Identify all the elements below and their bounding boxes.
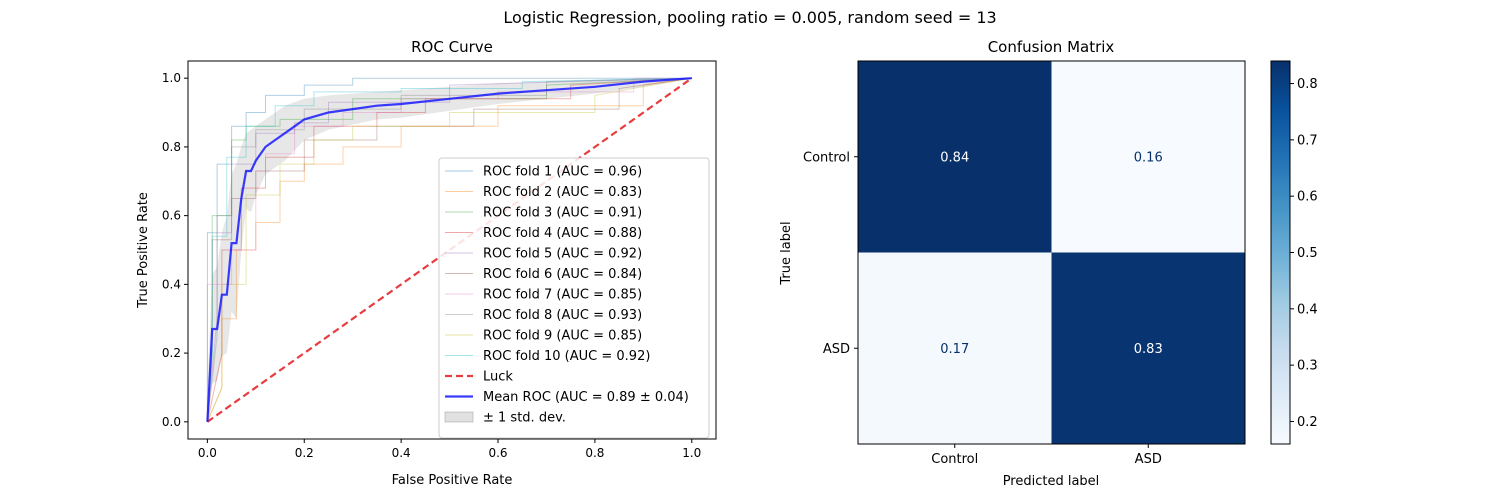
roc-x-tick-label: 0.4: [392, 446, 411, 460]
roc-fold-3-line: [206, 77, 692, 422]
cm-x-axis-label: Predicted label: [1003, 474, 1100, 489]
cm-cell-value: 0.84: [940, 150, 969, 165]
legend-entry-label: ROC fold 6 (AUC = 0.84): [483, 267, 642, 282]
colorbar-tick-label: 0.8: [1297, 77, 1318, 92]
roc-y-tick-label: 1.0: [162, 71, 181, 85]
legend-entry-label: ROC fold 8 (AUC = 0.93): [483, 308, 642, 323]
roc-fold-10-line: [206, 77, 692, 422]
colorbar-tick-label: 0.5: [1297, 246, 1318, 261]
colorbar-tick-label: 0.4: [1297, 302, 1318, 317]
colorbar: [1270, 60, 1291, 445]
roc-fold-9-line: [206, 77, 692, 422]
legend-swatch: [444, 411, 474, 423]
cm-y-tick-label: ASD: [823, 342, 850, 357]
roc-x-axis-label: False Positive Rate: [392, 473, 513, 488]
roc-x-tick-label: 0.6: [488, 446, 507, 460]
colorbar-tick-label: 0.6: [1297, 190, 1318, 205]
roc-title: ROC Curve: [411, 38, 493, 56]
roc-x-tick-label: 0.0: [198, 446, 217, 460]
legend-entry-label: ROC fold 3 (AUC = 0.91): [483, 206, 642, 221]
roc-fold-8-line: [206, 77, 692, 422]
roc-fold-1-line: [206, 77, 692, 422]
roc-ticks: 0.0 0.2 0.4 0.6 0.8 1.0 0.0 0.2 0.4 0.6 0.8 1.0: [162, 71, 701, 460]
roc-fold-6-line: [206, 77, 692, 422]
roc-y-tick-label: 0.2: [162, 346, 181, 360]
legend-entry-label: ROC fold 10 (AUC = 0.92): [483, 349, 650, 364]
colorbar-tick-label: 0.7: [1297, 133, 1318, 148]
legend-entry-label: ROC fold 7 (AUC = 0.85): [483, 288, 642, 303]
cm-title: Confusion Matrix: [988, 38, 1115, 56]
roc-x-tick-label: 1.0: [682, 446, 701, 460]
cm-cells: 0.84 0.16 0.17 0.83: [858, 61, 1245, 444]
cm-cell: [858, 252, 1052, 444]
roc-x-tick-label: 0.8: [585, 446, 604, 460]
cm-cell: [858, 61, 1052, 253]
legend-entry-label: Mean ROC (AUC = 0.89 ± 0.04): [483, 390, 689, 405]
figure-suptitle: Logistic Regression, pooling ratio = 0.0…: [503, 8, 996, 27]
roc-x-tick-label: 0.2: [295, 446, 314, 460]
roc-legend: ROC fold 1 (AUC = 0.96) ROC fold 2 (AUC =…: [438, 157, 710, 439]
cm-x-tick-label: Control: [931, 452, 978, 467]
cm-cell: [1051, 61, 1245, 253]
confusion-matrix-panel: Confusion Matrix 0.84 0.16 0.17 0.83 Contro…: [779, 38, 1318, 489]
legend-entry-label: Luck: [483, 370, 513, 385]
roc-y-tick-label: 0.6: [162, 209, 181, 223]
roc-y-tick-label: 0.4: [162, 277, 181, 291]
roc-curve-panel: ROC Curve 0.0 0.2 0.4 0.6 0.8 1.0 0.0 0.2 0.4 0.6…: [136, 38, 717, 488]
roc-y-tick-label: 0.8: [162, 140, 181, 154]
colorbar-tick-label: 0.2: [1297, 415, 1318, 430]
legend-entry-label: ROC fold 5 (AUC = 0.92): [483, 247, 642, 262]
cm-cell-value: 0.17: [940, 342, 969, 357]
cm-ticks: Control ASD Control ASD: [803, 150, 1162, 467]
cm-cell-value: 0.16: [1134, 150, 1163, 165]
legend-frame: [438, 157, 710, 439]
colorbar-ticks: 0.2 0.3 0.4 0.5 0.6 0.7 0.8: [1290, 77, 1318, 430]
colorbar-tick-label: 0.3: [1297, 359, 1318, 374]
roc-y-axis-label: True Positive Rate: [136, 192, 151, 309]
cm-axes-frame: [857, 60, 1246, 445]
legend-entry-label: ± 1 std. dev.: [483, 411, 566, 426]
legend-entry-label: ROC fold 4 (AUC = 0.88): [483, 226, 642, 241]
legend-entry-label: ROC fold 9 (AUC = 0.85): [483, 329, 642, 344]
roc-fold-2-line: [206, 77, 692, 422]
roc-main-lines: [206, 77, 693, 423]
cm-cell: [1051, 252, 1245, 444]
roc-axes-frame: [187, 60, 717, 440]
cm-y-tick-label: Control: [803, 150, 850, 165]
cm-cell-value: 0.83: [1134, 342, 1163, 357]
mean-roc-line: [206, 77, 692, 422]
cm-x-tick-label: ASD: [1135, 452, 1162, 467]
roc-fold-5-line: [206, 77, 692, 422]
cm-y-axis-label: True label: [779, 221, 794, 285]
legend-entry-label: ROC fold 2 (AUC = 0.83): [483, 185, 642, 200]
roc-y-tick-label: 0.0: [162, 415, 181, 429]
legend-entry-label: ROC fold 1 (AUC = 0.96): [483, 165, 642, 180]
